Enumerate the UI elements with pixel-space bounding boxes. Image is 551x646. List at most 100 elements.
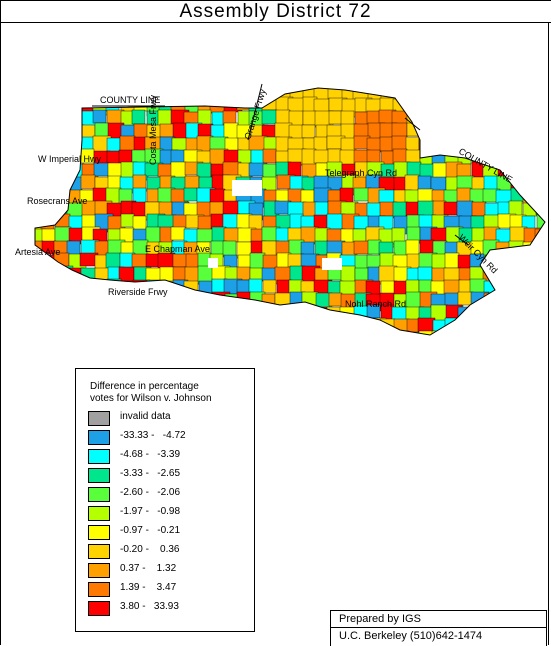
precinct-tile (261, 109, 278, 125)
precinct-tile (132, 331, 152, 335)
precinct-tile (94, 267, 110, 286)
precinct-tile (42, 304, 58, 321)
precinct-tile (404, 88, 424, 103)
precinct-tile (495, 111, 515, 129)
precinct-tile (496, 88, 513, 99)
precinct-tile (339, 149, 356, 167)
precinct-tile (484, 98, 504, 118)
precinct-tile (508, 240, 525, 259)
precinct-tile (274, 332, 293, 335)
precinct-tile (522, 202, 538, 217)
legend-swatch (88, 411, 110, 426)
precinct-tile (68, 88, 87, 102)
precinct-tile (105, 317, 124, 334)
precinct-tile (40, 267, 56, 287)
precinct-tile (431, 330, 451, 335)
precinct-tile (523, 163, 541, 182)
label-w-imperial-hwy: W Imperial Hwy (38, 154, 102, 164)
precinct-tile (41, 109, 61, 128)
precinct-tile (508, 265, 525, 284)
precinct-tile (236, 291, 252, 311)
precinct-tile (471, 201, 487, 217)
precinct-tile (196, 228, 214, 243)
precinct-tile (456, 109, 474, 127)
precinct-tile (470, 318, 490, 335)
label-costa-mesa-frwy: Costa Mesa Frwy (148, 94, 158, 165)
legend-label: 3.80 - 33.93 (120, 601, 179, 612)
frame-right (548, 22, 549, 645)
precinct-tile (443, 88, 462, 101)
precinct-tile (68, 293, 87, 309)
precinct-tile (55, 98, 70, 113)
precinct-tile (262, 279, 277, 294)
precinct-tile (80, 305, 97, 325)
precinct-tile (262, 317, 281, 334)
precinct-tile (352, 318, 371, 333)
precinct-tile (391, 122, 408, 139)
precinct-tile (66, 330, 82, 335)
precinct-tile (443, 201, 460, 216)
map-holes (208, 180, 342, 270)
precinct-tile (196, 162, 212, 179)
precinct-tile (144, 304, 161, 322)
precinct-tile (417, 266, 433, 283)
precinct-tile (41, 123, 59, 141)
precinct-tile (445, 111, 463, 131)
precinct-tile (107, 175, 122, 190)
precinct-tile (509, 253, 527, 272)
precinct-tile (35, 267, 47, 283)
precinct-tile (262, 305, 279, 325)
precinct-tile (495, 98, 515, 118)
precinct-tile (314, 240, 329, 256)
precinct-tile (210, 306, 229, 323)
precinct-tile (41, 96, 56, 115)
precinct-tile (534, 331, 545, 335)
map-hole (322, 258, 342, 270)
legend-label: -0.20 - 0.36 (120, 544, 180, 555)
legend-title-line2: votes for Wilson v. Johnson (90, 393, 212, 404)
precinct-tile (521, 252, 540, 268)
legend-item: 1.39 - 3.47 (88, 582, 248, 600)
precinct-tile (144, 319, 164, 335)
precinct-tile (92, 187, 108, 203)
precinct-tile (236, 266, 251, 281)
precinct-tile (35, 279, 45, 294)
precinct-tile (458, 331, 474, 335)
precinct-tile (197, 88, 214, 104)
road-lines (92, 83, 469, 246)
credit-prepared-by: Prepared by IGS (339, 613, 421, 625)
precinct-tile (535, 150, 545, 168)
precinct-tile (131, 149, 147, 164)
precinct-tile (275, 304, 293, 320)
precinct-tile (430, 122, 449, 140)
precinct-tile (249, 330, 265, 335)
precinct-tile (444, 252, 460, 269)
precinct-tile (419, 239, 435, 256)
precinct-tile (158, 305, 176, 323)
precinct-tile (172, 317, 188, 335)
map-hole (208, 258, 218, 268)
precinct-tile (393, 330, 410, 335)
precinct-tile (210, 331, 227, 335)
legend-item: 0.37 - 1.32 (88, 563, 248, 581)
precinct-tile (431, 88, 448, 104)
precinct-tile (41, 293, 58, 312)
precinct-tile (497, 279, 513, 297)
legend-item: -2.60 - -2.06 (88, 487, 248, 505)
precinct-tile (196, 330, 211, 335)
frame-left (0, 0, 1, 645)
precinct-tile (404, 174, 420, 192)
precinct-tile (521, 332, 537, 335)
precinct-tile (249, 252, 266, 271)
precinct-tile (158, 88, 175, 100)
precinct-tile (482, 332, 502, 335)
precinct-tile (536, 161, 545, 180)
precinct-tile (54, 110, 69, 129)
precinct-tile (534, 228, 545, 243)
map-title: Assembly District 72 (179, 1, 372, 22)
precinct-tile (456, 187, 472, 204)
legend-label: -2.60 - -2.06 (120, 487, 181, 498)
legend-label: -33.33 - -4.72 (120, 430, 186, 441)
precinct-tile (405, 291, 422, 310)
precinct-tile (443, 97, 462, 112)
